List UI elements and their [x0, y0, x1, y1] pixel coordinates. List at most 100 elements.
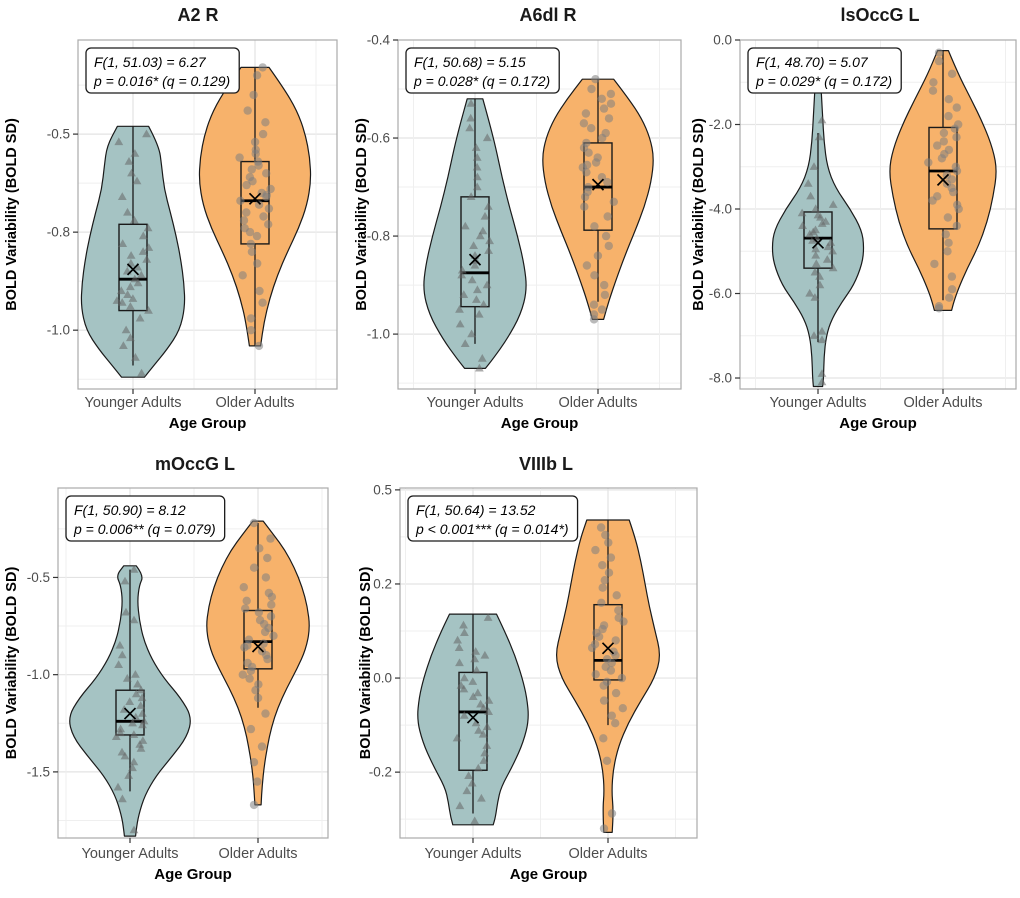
data-point-triangle	[473, 688, 483, 697]
data-point-triangle	[467, 329, 476, 338]
data-point-triangle	[117, 192, 127, 200]
data-point-circle	[259, 639, 268, 648]
data-point-circle	[603, 177, 612, 187]
data-point-circle	[258, 63, 267, 72]
data-point-triangle	[809, 162, 819, 170]
x-axis-title: Age Group	[839, 415, 917, 432]
x-tick-label: Older Adults	[904, 395, 983, 411]
data-point-triangle	[460, 221, 470, 230]
data-point-triangle	[138, 231, 148, 240]
data-point-circle	[251, 686, 260, 695]
stats-line-f: F(1, 48.70) = 5.07	[756, 54, 869, 70]
data-point-circle	[246, 239, 255, 249]
data-point-circle	[952, 133, 961, 142]
panel-border	[57, 487, 329, 839]
data-point-triangle	[484, 696, 494, 704]
data-point-circle	[934, 48, 944, 57]
jitter-points-older	[924, 48, 963, 313]
stats-box-frame	[747, 47, 902, 94]
data-point-triangle	[130, 274, 140, 283]
data-point-triangle	[126, 282, 135, 291]
data-point-triangle	[809, 331, 819, 339]
data-point-circle	[606, 89, 616, 99]
data-point-triangle	[116, 724, 125, 733]
data-point-triangle	[464, 771, 473, 779]
mean-x-marker	[248, 192, 262, 205]
data-point-circle	[249, 563, 259, 572]
data-point-triangle	[468, 677, 478, 685]
data-point-triangle	[133, 278, 143, 287]
data-point-triangle	[133, 262, 142, 271]
data-point-triangle	[470, 260, 480, 269]
data-point-triangle	[113, 782, 123, 791]
data-point-triangle	[452, 733, 462, 742]
data-point-circle	[580, 192, 590, 202]
data-point-triangle	[457, 270, 467, 279]
data-point-circle	[937, 154, 947, 163]
data-point-triangle	[822, 255, 832, 263]
data-point-triangle	[479, 300, 488, 308]
jitter-points-older	[235, 63, 275, 351]
data-point-circle	[246, 314, 256, 323]
mean-x-marker	[811, 236, 825, 249]
data-point-triangle	[472, 295, 481, 303]
data-point-circle	[611, 688, 621, 698]
data-point-triangle	[129, 730, 139, 738]
data-point-triangle	[814, 132, 824, 141]
y-tick-label: -6.0	[709, 286, 732, 301]
data-point-circle	[611, 636, 620, 645]
jitter-points-younger	[452, 613, 494, 825]
data-point-triangle	[480, 748, 490, 757]
data-point-triangle	[828, 263, 838, 272]
data-point-triangle	[118, 794, 127, 803]
data-point-circle	[601, 530, 610, 540]
data-point-circle	[607, 711, 616, 720]
data-point-circle	[242, 180, 251, 190]
x-tick-label: Older Adults	[216, 395, 295, 411]
data-point-triangle	[137, 368, 146, 377]
data-point-circle	[947, 272, 957, 281]
data-point-circle	[593, 251, 603, 260]
y-axis-title: BOLD Variability (BOLD SD)	[4, 118, 20, 311]
data-point-circle	[609, 197, 618, 206]
data-point-circle	[952, 221, 961, 231]
data-point-circle	[257, 742, 267, 751]
data-point-triangle	[811, 204, 821, 213]
data-point-triangle	[474, 309, 484, 318]
data-point-triangle	[128, 763, 137, 772]
data-point-triangle	[116, 728, 125, 737]
plot-title: mOccG L	[155, 454, 235, 474]
stats-annotation: F(1, 48.70) = 5.07 p = 0.029* (q = 0.172)	[747, 47, 902, 94]
data-point-circle	[238, 670, 247, 679]
y-tick-label: -0.5	[47, 127, 70, 142]
data-point-triangle	[808, 236, 817, 244]
mean-x-marker	[251, 640, 265, 653]
data-point-circle	[947, 285, 957, 294]
data-point-circle	[604, 538, 613, 547]
data-point-circle	[252, 71, 262, 80]
y-axis-title: BOLD Variability (BOLD SD)	[354, 118, 370, 311]
data-point-circle	[247, 247, 257, 256]
data-point-circle	[582, 261, 592, 270]
data-point-circle	[266, 534, 275, 543]
data-point-circle	[606, 666, 616, 675]
data-point-circle	[246, 326, 256, 335]
data-point-triangle	[136, 701, 146, 709]
data-point-circle	[235, 153, 244, 162]
data-point-triangle	[459, 620, 468, 629]
data-point-circle	[236, 196, 245, 205]
data-point-circle	[598, 583, 607, 592]
data-point-circle	[262, 192, 271, 202]
data-point-triangle	[471, 647, 481, 655]
data-point-triangle	[455, 305, 464, 313]
data-point-circle	[254, 341, 264, 351]
jitter-points-older	[238, 518, 278, 810]
mean-x-marker	[601, 642, 615, 655]
stats-annotation: F(1, 50.90) = 8.12 p = 0.006** (q = 0.079…	[65, 495, 226, 542]
data-point-triangle	[136, 744, 146, 752]
plot-title: lsOccG L	[840, 5, 919, 25]
data-point-circle	[264, 220, 273, 229]
data-point-triangle	[129, 615, 139, 624]
data-point-triangle	[126, 302, 135, 310]
